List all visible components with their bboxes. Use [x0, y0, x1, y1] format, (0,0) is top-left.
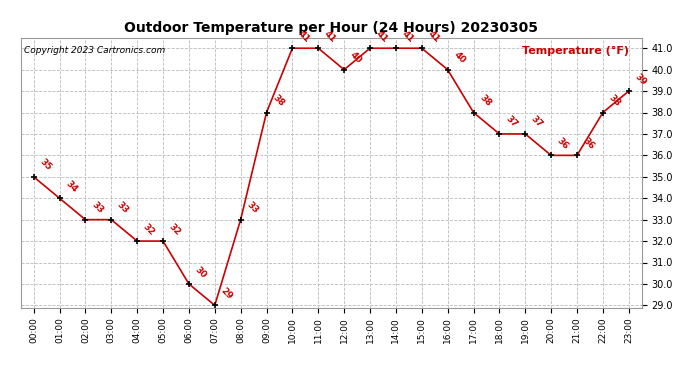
Text: Copyright 2023 Cartronics.com: Copyright 2023 Cartronics.com: [23, 46, 165, 55]
Text: 33: 33: [245, 200, 260, 216]
Text: 38: 38: [270, 93, 286, 108]
Text: 41: 41: [426, 29, 441, 44]
Text: Temperature (°F): Temperature (°F): [522, 46, 629, 56]
Text: 32: 32: [167, 222, 182, 237]
Text: 38: 38: [607, 93, 622, 108]
Text: 37: 37: [529, 114, 544, 130]
Text: 41: 41: [400, 29, 415, 44]
Text: 40: 40: [348, 50, 364, 66]
Text: 41: 41: [297, 29, 312, 44]
Text: 36: 36: [581, 136, 596, 151]
Text: 29: 29: [219, 286, 234, 301]
Text: 30: 30: [193, 265, 208, 280]
Title: Outdoor Temperature per Hour (24 Hours) 20230305: Outdoor Temperature per Hour (24 Hours) …: [124, 21, 538, 35]
Text: 41: 41: [322, 29, 337, 44]
Text: 37: 37: [504, 114, 519, 130]
Text: 34: 34: [63, 179, 79, 194]
Text: 33: 33: [90, 200, 105, 216]
Text: 33: 33: [115, 200, 130, 216]
Text: 32: 32: [141, 222, 157, 237]
Text: 40: 40: [452, 50, 467, 66]
Text: 36: 36: [555, 136, 571, 151]
Text: 39: 39: [633, 72, 648, 87]
Text: 41: 41: [374, 29, 389, 44]
Text: 38: 38: [477, 93, 493, 108]
Text: 35: 35: [38, 158, 53, 172]
